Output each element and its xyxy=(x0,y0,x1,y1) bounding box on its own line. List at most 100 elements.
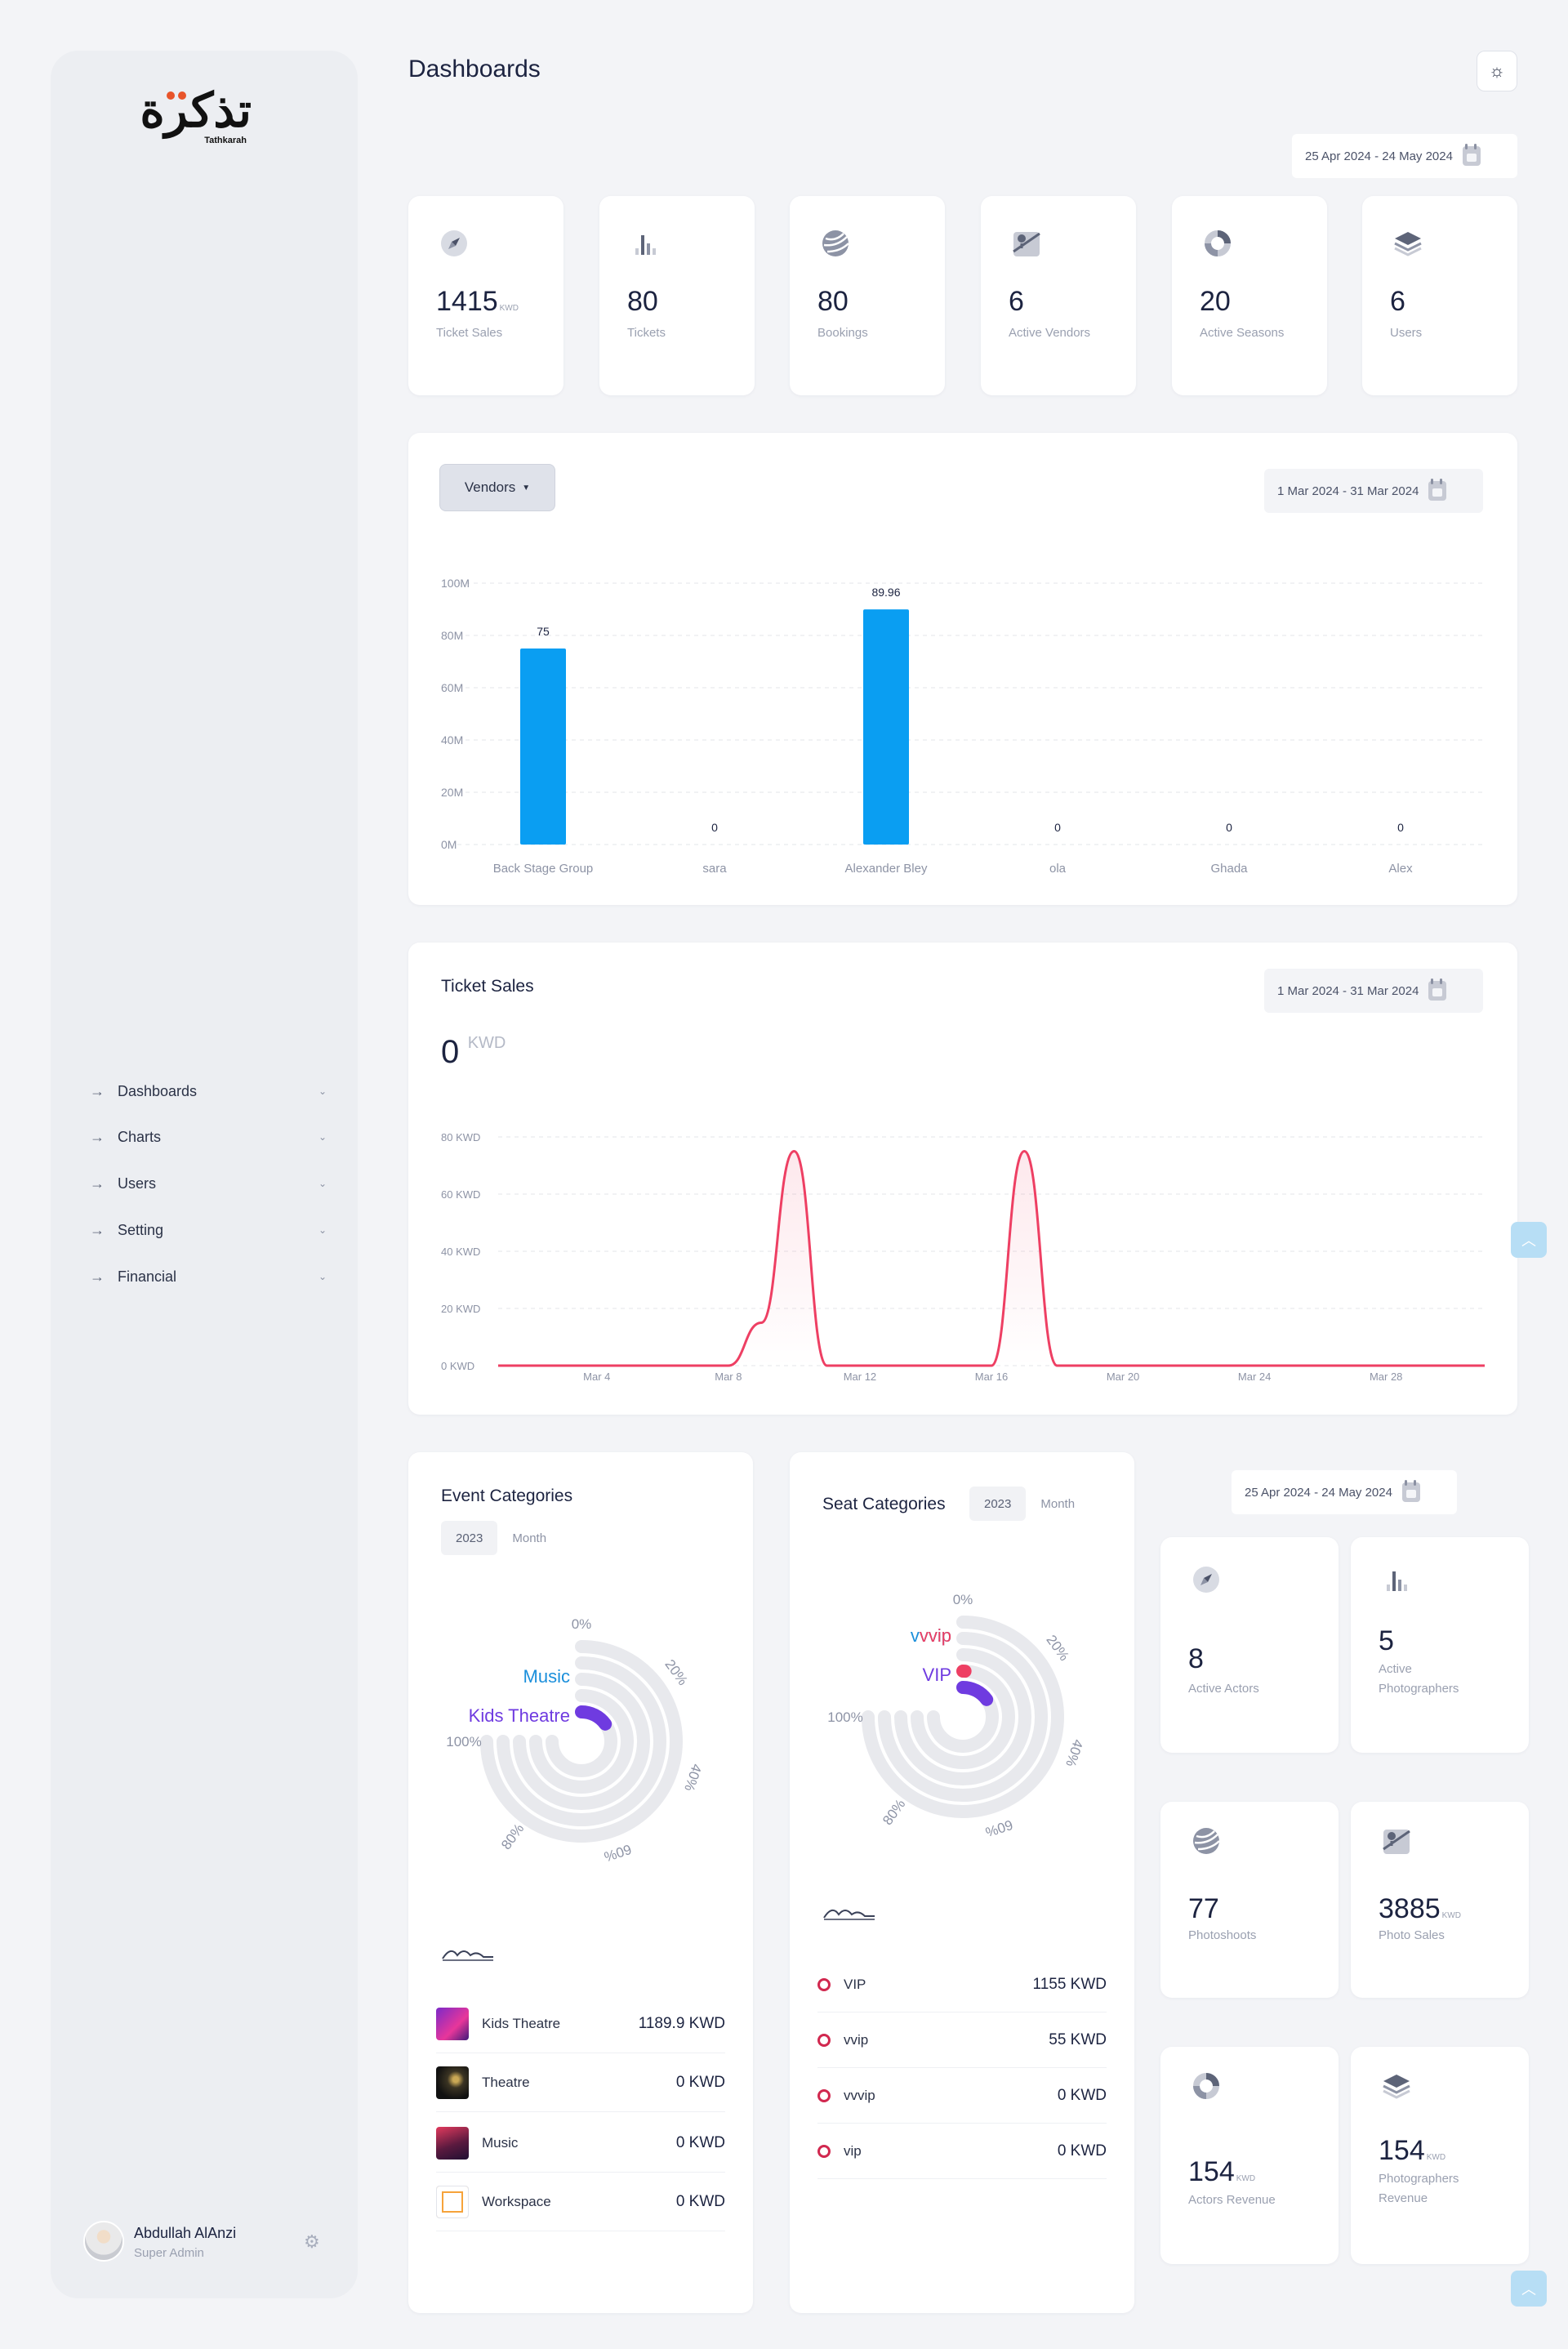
radial-tick-label: 60% xyxy=(602,1841,633,1865)
gear-icon[interactable]: ⚙ xyxy=(304,2231,320,2252)
radial-track xyxy=(513,1673,650,1810)
radial-track xyxy=(497,1656,666,1826)
vendors-date-range-picker[interactable]: 1 Mar 2024 - 31 Mar 2024 xyxy=(1264,469,1483,513)
circle-bullet-icon xyxy=(817,2144,831,2158)
radial-tick-label: 20% xyxy=(1043,1632,1071,1664)
avatar[interactable] xyxy=(83,2221,124,2262)
event-thumbnail xyxy=(436,2007,469,2040)
seat-category-name: vip xyxy=(844,2142,862,2159)
arrow-right-icon: → xyxy=(90,1128,105,1145)
stat-label: Photographers Revenue xyxy=(1379,2172,1459,2205)
user-role: Super Admin xyxy=(134,2246,204,2260)
stat-card-photo-sales: 3885 KWD Photo Sales xyxy=(1351,1802,1529,1998)
stat-value: 154 xyxy=(1188,2156,1235,2187)
seat-category-value: 1155 KWD xyxy=(1032,1975,1107,1993)
tab-2023[interactable]: 2023 xyxy=(969,1487,1027,1521)
sidebar-item-financial[interactable]: → Financial ⌄ xyxy=(90,1260,327,1293)
caret-down-icon: ▼ xyxy=(522,483,531,493)
seat-category-name: VIP xyxy=(844,1976,866,1992)
tab-month[interactable]: Month xyxy=(512,1531,547,1545)
seat-categories-card: Seat Categories 2023 Month vvvip vvip VIP 0… xyxy=(790,1452,1134,2313)
x-tick-label: Alexander Bley xyxy=(845,862,928,876)
calendar-icon xyxy=(1428,978,1447,1001)
list-item[interactable]: Kids Theatre 1189.9 KWD xyxy=(436,1995,725,2053)
date-range-text: 1 Mar 2024 - 31 Mar 2024 xyxy=(1277,983,1419,998)
sidebar-item-setting[interactable]: → Setting ⌄ xyxy=(90,1214,327,1246)
side-date-range-picker[interactable]: 25 Apr 2024 - 24 May 2024 xyxy=(1232,1470,1457,1514)
list-item[interactable]: vvip 55 KWD xyxy=(817,2012,1107,2068)
radial-tick-label: 80% xyxy=(880,1796,908,1828)
vendors-button-label: Vendors xyxy=(464,479,516,495)
sidebar-item-dashboards[interactable]: → Dashboards ⌄ xyxy=(90,1075,327,1108)
list-item[interactable]: Workspace 0 KWD xyxy=(436,2173,725,2231)
x-tick-label: ola xyxy=(1049,862,1067,876)
date-range-text: 25 Apr 2024 - 24 May 2024 xyxy=(1245,1485,1392,1500)
app-logo[interactable]: تذكرة Tathkarah xyxy=(140,85,252,150)
logo-latin-text: Tathkarah xyxy=(204,136,247,145)
sidebar-item-label: Setting xyxy=(118,1221,164,1238)
stat-value: 6 xyxy=(1009,286,1024,317)
y-tick-label: 100M xyxy=(441,577,470,590)
series-line[interactable] xyxy=(498,1149,1485,1367)
stat-card-actors-revenue: 154 KWD Actors Revenue xyxy=(1160,2047,1339,2264)
radial-bar[interactable] xyxy=(956,1681,994,1706)
list-item[interactable]: Theatre 0 KWD xyxy=(436,2053,725,2112)
scroll-up-button[interactable]: ︿ xyxy=(1511,1222,1547,1258)
date-range-picker[interactable]: 25 Apr 2024 - 24 May 2024 xyxy=(1292,134,1517,178)
radial-bar[interactable] xyxy=(575,1705,612,1731)
sidebar-item-charts[interactable]: → Charts ⌄ xyxy=(90,1121,327,1153)
category-value: 1189.9 KWD xyxy=(638,2014,725,2032)
stat-card-photographers-revenue: 154 KWD Photographers Revenue xyxy=(1351,2047,1529,2264)
category-name: Kids Theatre xyxy=(482,2015,561,2031)
sparkline-icon xyxy=(442,1950,493,1961)
list-item[interactable]: vvvip 0 KWD xyxy=(817,2068,1107,2124)
tab-month[interactable]: Month xyxy=(1040,1496,1076,1511)
x-tick-label: sara xyxy=(702,862,727,876)
user-profile[interactable]: Abdullah AlAnzi Super Admin ⚙ xyxy=(83,2218,336,2267)
stat-label: Tickets xyxy=(627,326,666,340)
x-tick-label: Mar 16 xyxy=(975,1371,1008,1383)
back-to-top-button[interactable]: ︿ xyxy=(1511,2271,1547,2307)
x-tick-label: Mar 12 xyxy=(844,1371,876,1383)
stat-value: 1415 xyxy=(436,286,498,317)
calendar-icon xyxy=(1462,144,1481,166)
date-range-text: 25 Apr 2024 - 24 May 2024 xyxy=(1305,149,1453,163)
ball-icon xyxy=(817,227,853,263)
bar[interactable] xyxy=(520,649,566,845)
vendors-dropdown-button[interactable]: Vendors ▼ xyxy=(439,464,555,511)
date-range-text: 1 Mar 2024 - 31 Mar 2024 xyxy=(1277,484,1419,498)
stat-label: Active Actors xyxy=(1188,1682,1259,1696)
stat-card-ticket-sales: 1415 KWD Ticket Sales xyxy=(408,196,564,395)
page-title: Dashboards xyxy=(408,56,541,82)
ticket-sales-date-range-picker[interactable]: 1 Mar 2024 - 31 Mar 2024 xyxy=(1264,969,1483,1013)
arrow-right-icon: → xyxy=(90,1174,105,1192)
event-thumbnail xyxy=(436,2126,469,2160)
tab-2023[interactable]: 2023 xyxy=(441,1521,498,1555)
sidebar-item-label: Financial xyxy=(118,1268,177,1285)
list-item[interactable]: Music 0 KWD xyxy=(436,2114,725,2173)
bar[interactable] xyxy=(863,609,909,845)
circle-bullet-icon xyxy=(817,1977,831,1991)
radial-tick-label: 20% xyxy=(662,1656,690,1688)
chevron-down-icon: ⌄ xyxy=(318,1131,327,1143)
chevron-down-icon: ⌄ xyxy=(318,1085,327,1097)
y-tick-label: 20 KWD xyxy=(441,1303,480,1315)
list-item[interactable]: VIP 1155 KWD xyxy=(817,1957,1107,2012)
donut-icon xyxy=(1200,227,1236,263)
sidebar-item-label: Dashboards xyxy=(118,1082,198,1099)
sidebar-item-label: Users xyxy=(118,1174,157,1192)
sidebar-item-users[interactable]: → Users ⌄ xyxy=(90,1167,327,1200)
theme-toggle-button[interactable]: ☼ xyxy=(1477,51,1517,91)
compass-icon xyxy=(436,227,472,263)
category-value: 0 KWD xyxy=(675,2133,725,2151)
donut-icon xyxy=(1188,2070,1224,2106)
seat-categories-title: Seat Categories xyxy=(822,1495,946,1513)
list-item[interactable]: vip 0 KWD xyxy=(817,2124,1107,2179)
radial-track xyxy=(894,1648,1031,1785)
radial-track xyxy=(529,1689,634,1794)
stat-unit: KWD xyxy=(1426,2153,1446,2162)
radial-tick-label: 60% xyxy=(983,1816,1014,1836)
event-categories-radial-chart: Music Kids Theatre 0% 20% 40% 60% 80% 100% xyxy=(446,1616,705,1865)
bar-data-label: 0 xyxy=(1054,821,1061,834)
stat-card-active-vendors: 6 Active Vendors xyxy=(981,196,1136,395)
